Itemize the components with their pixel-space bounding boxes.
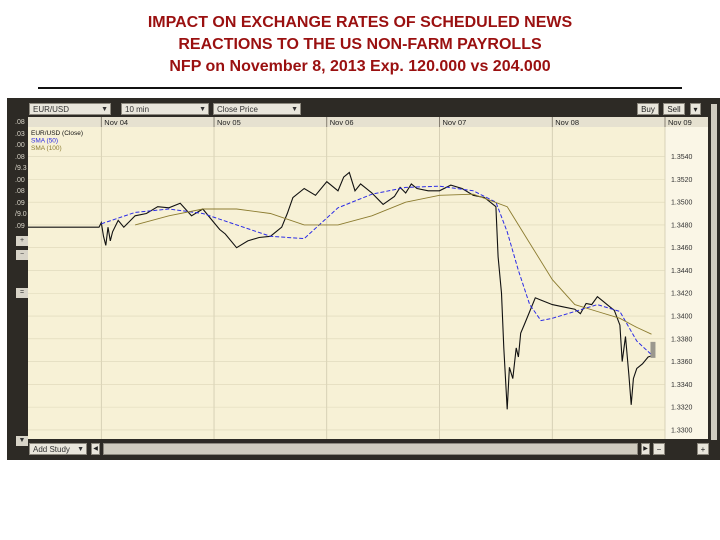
current-price-marker: [650, 341, 656, 358]
y-tick-label: 1.3500: [671, 200, 693, 207]
y-tick-label: 1.3440: [671, 268, 693, 275]
scroll-right-button[interactable]: ▶: [641, 443, 650, 455]
y-tick-label: 1.3420: [671, 291, 693, 298]
y-tick-label: 1.3460: [671, 245, 693, 252]
left-axis-fragment: .08: [15, 119, 25, 126]
zoom-out-button[interactable]: −: [16, 250, 28, 260]
y-tick-label: 1.3340: [671, 382, 693, 389]
left-pan-handle[interactable]: =: [16, 288, 28, 298]
time-scrollbar[interactable]: [103, 443, 638, 455]
legend-entry: EUR/USD (Close): [31, 130, 83, 137]
left-axis-fragment: .09: [15, 199, 25, 207]
legend-entry: SMA (50): [31, 138, 58, 145]
title-line-1: IMPACT ON EXCHANGE RATES OF SCHEDULED NE…: [147, 14, 573, 31]
left-axis-fragment: .03: [15, 130, 25, 138]
y-tick-label: 1.3380: [671, 336, 693, 343]
y-tick-label: 1.3400: [671, 314, 693, 321]
plot-background: [28, 117, 665, 439]
scroll-left-button[interactable]: ◀: [91, 443, 100, 455]
x-tick-label: Nov 04: [104, 118, 128, 127]
symbol-select[interactable]: EUR/USD ▼: [29, 103, 111, 115]
y-tick-label: 1.3300: [671, 427, 693, 434]
x-tick-label: Nov 05: [217, 118, 241, 127]
toolbar-menu-button[interactable]: ▾: [690, 103, 701, 115]
series-line: [28, 171, 652, 410]
buy-button[interactable]: Buy: [637, 103, 659, 115]
series-line: [101, 185, 652, 356]
x-axis-band: [28, 117, 708, 127]
y-tick-label: 1.3320: [671, 405, 693, 412]
left-axis-fragment: /9.0: [15, 211, 27, 218]
field-select[interactable]: Close Price ▼: [213, 103, 301, 115]
left-axis-fragment: .09: [15, 222, 25, 230]
interval-select[interactable]: 10 min ▼: [121, 103, 209, 115]
scroll-down-icon[interactable]: ▼: [16, 436, 28, 446]
chevron-down-icon: ▼: [101, 106, 108, 113]
zoom-minus-button[interactable]: −: [653, 443, 665, 455]
add-study-select[interactable]: Add Study ▼: [29, 443, 87, 455]
x-tick-label: Nov 07: [443, 118, 467, 127]
left-axis-fragment: .00: [15, 142, 25, 149]
x-tick-label: Nov 09: [668, 118, 692, 127]
left-axis-fragment: /9.3: [15, 165, 27, 172]
title-line-2: REACTIONS TO THE US NON-FARM PAYROLLS: [178, 36, 542, 53]
y-tick-label: 1.3520: [671, 177, 693, 184]
zoom-plus-button[interactable]: +: [697, 443, 709, 455]
y-axis-panel: [665, 117, 708, 439]
title-line-3: NFP on November 8, 2013 Exp. 120.000 vs …: [169, 58, 551, 75]
x-tick-label: Nov 08: [555, 118, 579, 127]
symbol-value: EUR/USD: [33, 105, 70, 114]
interval-value: 10 min: [125, 105, 150, 114]
chevron-down-icon: ▼: [199, 106, 206, 113]
legend-entry: SMA (100): [31, 145, 62, 152]
chart-terminal: EUR/USD ▼ 10 min ▼ Close Price ▼ Buy Sel…: [7, 98, 720, 460]
zoom-in-button[interactable]: +: [16, 236, 28, 246]
right-scrollbar[interactable]: [711, 104, 717, 440]
left-axis-fragment: .00: [15, 176, 25, 184]
series-line: [134, 193, 652, 335]
add-study-label: Add Study: [33, 445, 70, 454]
chevron-down-icon: ▼: [291, 106, 298, 113]
left-axis-fragment: .08: [15, 153, 25, 161]
title-divider: [38, 87, 682, 89]
y-tick-label: 1.3480: [671, 222, 693, 229]
y-tick-label: 1.3360: [671, 359, 693, 366]
price-chart: Nov 04 Nov 05 Nov 06 Nov 07 Nov 08 Nov 09 1.35…: [28, 117, 708, 439]
sell-button[interactable]: Sell: [663, 103, 685, 115]
x-tick-label: Nov 06: [330, 118, 354, 127]
y-tick-label: 1.3540: [671, 154, 693, 161]
left-axis-fragment: .08: [15, 188, 25, 195]
chevron-down-icon: ▼: [77, 446, 84, 453]
field-value: Close Price: [217, 105, 258, 114]
